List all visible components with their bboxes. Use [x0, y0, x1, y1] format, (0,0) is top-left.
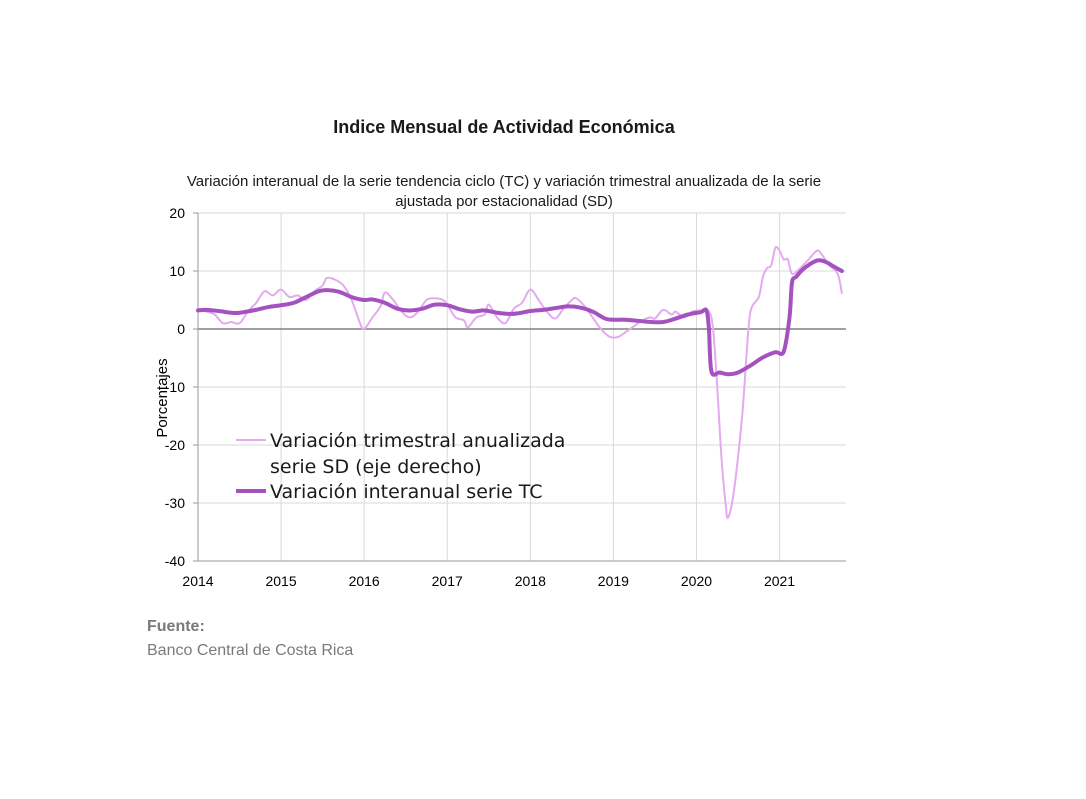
chart-subtitle-line-2: ajustada por estacionalidad (SD) [395, 193, 613, 210]
x-tick-label: 2014 [182, 573, 213, 589]
legend-label-tc: Variación interanual serie TC [270, 481, 542, 503]
legend-label-sd-line-2: serie SD (eje derecho) [270, 456, 482, 478]
axes [193, 212, 846, 562]
y-tick-labels: 20 10 0 -10 -20 -30 -40 [165, 205, 185, 569]
y-tick-label: -40 [165, 553, 185, 569]
y-axis-label: Porcentajes [154, 358, 171, 437]
legend-label-sd-line-1: Variación trimestral anualizada [270, 430, 565, 452]
legend: Variación trimestral anualizada serie SD… [236, 430, 565, 503]
x-tick-label: 2016 [349, 573, 380, 589]
y-tick-label: -20 [165, 437, 185, 453]
series-line-sd [197, 245, 843, 519]
x-tick-label: 2015 [265, 573, 296, 589]
source-heading: Fuente: [147, 618, 205, 635]
chart-subtitle-line-1: Variación interanual de la serie tendenc… [187, 173, 821, 190]
x-tick-labels: 2014 2015 2016 2017 2018 2019 2020 2021 [182, 573, 795, 589]
x-tick-label: 2021 [764, 573, 795, 589]
x-tick-label: 2019 [598, 573, 629, 589]
y-tick-label: -10 [165, 379, 185, 395]
source-text: Banco Central de Costa Rica [147, 642, 354, 659]
y-tick-label: -30 [165, 495, 185, 511]
x-tick-label: 2017 [432, 573, 463, 589]
y-tick-label: 0 [177, 321, 185, 337]
x-tick-label: 2020 [681, 573, 712, 589]
series-line-tc [196, 258, 844, 377]
x-tick-label: 2018 [515, 573, 546, 589]
series-layer [196, 245, 844, 519]
chart-title: Indice Mensual de Actividad Económica [333, 117, 675, 137]
y-tick-label: 20 [169, 205, 185, 221]
y-tick-label: 10 [169, 263, 185, 279]
gridlines [198, 212, 846, 562]
